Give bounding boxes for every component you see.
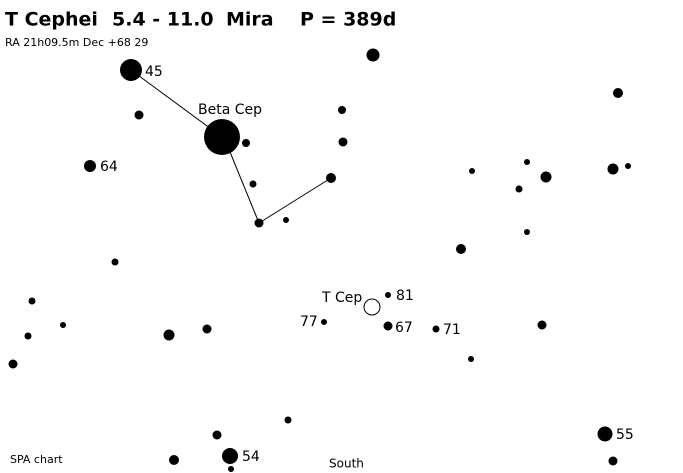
star: [385, 292, 391, 298]
comparison-label: 67: [395, 320, 413, 336]
star: [613, 88, 623, 98]
star: [515, 185, 523, 193]
star: [432, 325, 440, 333]
star: [537, 320, 547, 330]
star: [283, 217, 289, 223]
comparison-label: 77: [300, 314, 318, 330]
star: [249, 180, 257, 188]
magnitude-range: 5.4 - 11.0: [112, 9, 214, 31]
star: [338, 137, 348, 147]
stars: [8, 48, 631, 472]
variable-type: Mira: [226, 9, 274, 31]
comparison-label: 45: [145, 64, 163, 80]
star: [607, 163, 619, 175]
star: [222, 448, 238, 464]
period: P = 389d: [300, 9, 396, 31]
star: [524, 159, 530, 165]
target-label: T Cep: [321, 290, 362, 306]
line: [258, 177, 332, 224]
star: [524, 229, 530, 235]
star: [383, 321, 393, 331]
comparison-label: 64: [100, 159, 118, 175]
direction: South: [329, 457, 364, 471]
star: [469, 168, 475, 174]
star: [366, 48, 380, 62]
star: [212, 430, 222, 440]
star: [202, 324, 212, 334]
star: [326, 173, 336, 183]
coordinates: RA 21h09.5m Dec +68 29: [5, 36, 148, 49]
star: [24, 332, 32, 340]
star: [321, 319, 327, 325]
star: [134, 110, 144, 120]
comparison-label: 55: [616, 427, 634, 443]
star: [204, 119, 240, 155]
star: [597, 426, 613, 442]
title: T Cephei: [5, 9, 98, 31]
target-star: [363, 298, 381, 316]
star: [228, 466, 234, 472]
comparison-label: 81: [396, 288, 414, 304]
star: [84, 160, 96, 172]
star: [456, 244, 466, 254]
star: [540, 171, 552, 183]
star: [608, 456, 618, 466]
star: [169, 455, 179, 465]
star: [120, 59, 142, 81]
star: [625, 163, 631, 169]
line: [229, 151, 260, 224]
line: [130, 69, 223, 138]
star: [242, 139, 250, 147]
star: [8, 359, 18, 369]
star: [60, 322, 66, 328]
star: [468, 356, 474, 362]
star: [28, 297, 36, 305]
star-label: Beta Cep: [198, 102, 262, 118]
star: [254, 218, 264, 228]
star: [284, 416, 292, 424]
star: [338, 106, 346, 114]
constellation-lines: [130, 69, 332, 224]
comparison-label: 71: [443, 322, 461, 338]
credit: SPA chart: [10, 453, 63, 466]
comparison-label: 54: [242, 449, 260, 465]
star: [111, 258, 119, 266]
star: [163, 329, 175, 341]
